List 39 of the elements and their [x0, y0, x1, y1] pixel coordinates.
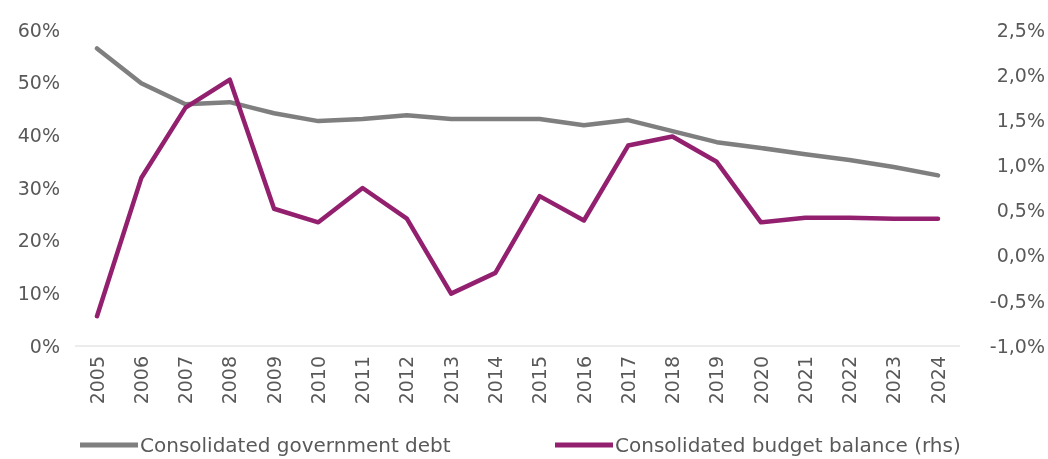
x-tick-label: 2011 [351, 356, 374, 405]
y-tick-label: 60% [17, 18, 60, 41]
x-tick-label: 2009 [262, 356, 285, 405]
y2-tick-label: 0,0% [996, 244, 1045, 267]
legend-label: Consolidated budget balance (rhs) [615, 433, 961, 457]
y-tick-label: 40% [17, 123, 60, 146]
y2-tick-label: 2,5% [996, 18, 1045, 41]
x-tick-label: 2015 [528, 356, 551, 405]
x-tick-label: 2005 [85, 356, 108, 405]
y2-tick-label: -1,0% [989, 334, 1045, 357]
y2-tick-label: -0,5% [989, 289, 1045, 312]
y-tick-label: 10% [17, 281, 60, 304]
x-tick-label: 2019 [705, 356, 728, 405]
x-tick-label: 2018 [661, 356, 684, 405]
x-tick-label: 2016 [572, 356, 595, 405]
x-tick-label: 2012 [395, 356, 418, 405]
x-tick-label: 2017 [616, 356, 639, 405]
x-tick-label: 2006 [129, 356, 152, 405]
x-tick-label: 2010 [306, 356, 329, 405]
y2-tick-label: 2,0% [996, 63, 1045, 86]
x-tick-label: 2013 [439, 356, 462, 405]
y-tick-label: 20% [17, 229, 60, 252]
x-tick-label: 2021 [793, 356, 816, 405]
y-tick-label: 0% [29, 334, 60, 357]
line-series [94, 46, 941, 178]
x-tick-label: 2020 [749, 356, 772, 405]
x-tick-label: 2014 [484, 356, 507, 405]
x-tick-label: 2007 [174, 356, 197, 405]
y-tick-label: 30% [17, 176, 60, 199]
x-tick-label: 2024 [926, 356, 949, 405]
x-tick-label: 2008 [218, 356, 241, 405]
legend-label: Consolidated government debt [140, 433, 451, 457]
y2-tick-label: 0,5% [996, 199, 1045, 222]
y2-tick-label: 1,5% [996, 108, 1045, 131]
y-tick-label: 50% [17, 71, 60, 94]
x-tick-label: 2022 [838, 356, 861, 405]
x-tick-label: 2023 [882, 356, 905, 405]
y2-tick-label: 1,0% [996, 154, 1045, 177]
line-series [94, 77, 941, 319]
